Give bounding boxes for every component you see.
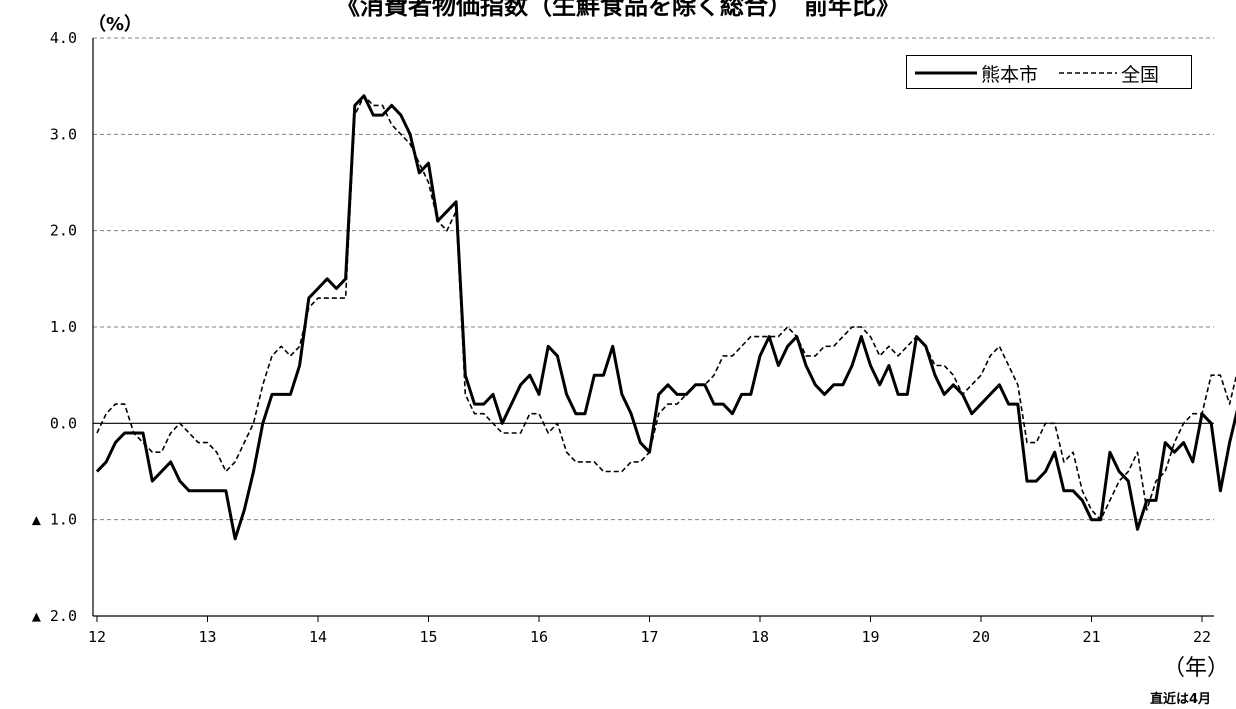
legend: 熊本市 全国 xyxy=(906,55,1192,89)
legend-solid-line-icon xyxy=(915,71,977,75)
x-tick-label: 14 xyxy=(309,628,327,646)
y-tick-label: 4.0 xyxy=(50,29,77,47)
legend-item-national: 全国 xyxy=(1059,60,1159,86)
y-tick-label: 3.0 xyxy=(50,125,77,143)
x-tick-label: 13 xyxy=(198,628,216,646)
y-tick-label: ▲ 1.0 xyxy=(32,511,77,529)
x-tick-label: 20 xyxy=(972,628,990,646)
y-tick-label: 0.0 xyxy=(50,414,77,432)
x-tick-label: 12 xyxy=(88,628,106,646)
y-unit-label: （%） xyxy=(88,14,143,35)
legend-item-kumamoto: 熊本市 xyxy=(915,60,1038,86)
footnote: 直近は4月 xyxy=(1150,692,1212,707)
x-tick-label: 19 xyxy=(861,628,879,646)
series-line-kumamoto xyxy=(95,94,1236,541)
x-tick-label: 17 xyxy=(640,628,658,646)
y-tick-label: 2.0 xyxy=(50,222,77,240)
chart-title: 《消費者物価指数（生鮮食品を除く総合） 前年比》 xyxy=(336,0,900,20)
x-tick-label: 16 xyxy=(530,628,548,646)
legend-label-national: 全国 xyxy=(1121,63,1160,86)
series-line-national xyxy=(96,95,1236,521)
x-tick-label: 22 xyxy=(1193,628,1211,646)
x-tick-label: 18 xyxy=(751,628,769,646)
x-axis-label: （年） xyxy=(1163,656,1230,681)
y-tick-label: ▲ 2.0 xyxy=(32,607,77,625)
x-tick-label: 15 xyxy=(419,628,437,646)
x-tick-label: 21 xyxy=(1082,628,1100,646)
y-tick-label: 1.0 xyxy=(50,318,77,336)
legend-dashed-line-icon xyxy=(1059,72,1117,74)
legend-label-kumamoto: 熊本市 xyxy=(981,63,1039,86)
